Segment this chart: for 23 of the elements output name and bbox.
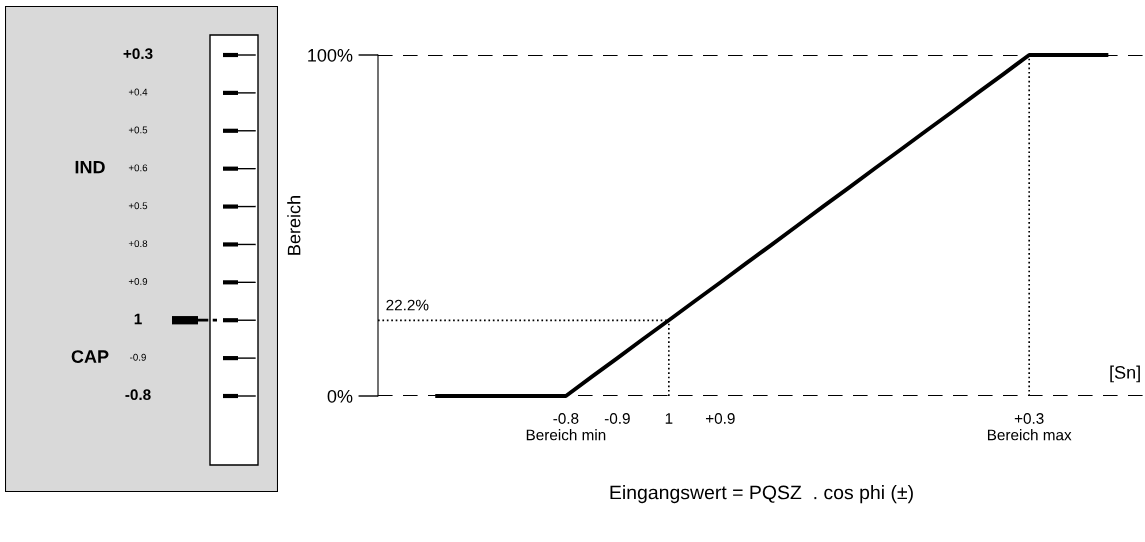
- x-tick-label: +0.9: [705, 413, 735, 424]
- y-axis-title: Bereich: [287, 196, 301, 255]
- text: IND: [75, 160, 105, 174]
- x-tick-label: -0.9: [604, 413, 630, 424]
- category-label: +0.5: [128, 202, 148, 210]
- text: CAP: [71, 350, 109, 363]
- category-label: +0.3: [123, 48, 153, 60]
- category-label: 1: [134, 313, 142, 325]
- category-label: +0.6: [128, 164, 148, 172]
- x-tick-label: +0.3 Bereich max: [987, 413, 1072, 441]
- category-label: +0.5: [128, 126, 148, 134]
- x-tick-label: -0.8 Bereich min: [526, 413, 606, 441]
- category-label: +0.9: [128, 278, 148, 285]
- x-tick-label: 1: [665, 413, 673, 424]
- y-tick-label: 0%: [327, 389, 353, 403]
- category-label: -0.9: [130, 353, 146, 361]
- annotation: [Sn]: [1110, 365, 1140, 383]
- category-label: +0.4: [128, 88, 148, 96]
- x-axis-title: Eingangswert = PQSZ . cos phi (±): [610, 485, 913, 504]
- y-tick-label: 100%: [308, 48, 353, 62]
- ref-line-label: 22.2%: [386, 299, 429, 311]
- category-label: -0.8: [125, 389, 151, 401]
- category-label: +0.8: [128, 240, 148, 248]
